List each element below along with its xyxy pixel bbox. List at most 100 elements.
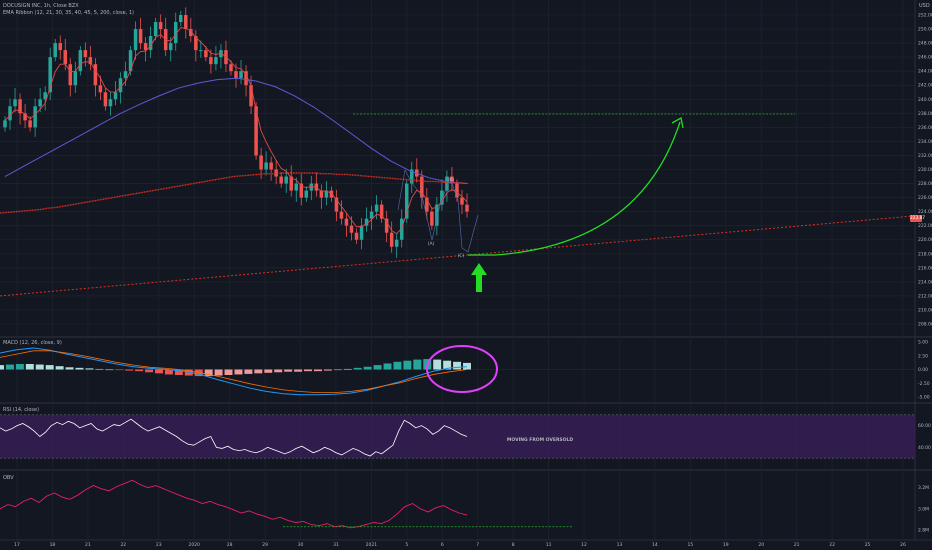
rsi-y-tick: 40.00: [918, 445, 931, 451]
x-tick-label: 22: [120, 542, 126, 548]
x-tick-label: 12: [581, 542, 587, 548]
x-tick-label: 17: [14, 542, 20, 548]
ema-ribbon-legend[interactable]: EMA Ribbon (12, 21, 30, 35, 40, 45, 5, 2…: [3, 10, 134, 16]
macd-histogram-bar: [274, 369, 283, 373]
candle-body: [189, 29, 193, 37]
wave-label-b: (B): [448, 177, 455, 183]
ema-200-line: [0, 172, 468, 214]
candle-body: [148, 36, 153, 51]
candle-body: [58, 43, 62, 51]
candle-body: [143, 43, 148, 51]
candle-body: [410, 169, 414, 184]
macd-histogram-bar: [95, 368, 104, 370]
candle-body: [88, 57, 93, 65]
candle-body: [234, 71, 238, 79]
candle-body: [8, 106, 12, 121]
last-price-badge: 223.87: [910, 215, 926, 222]
x-tick-label: 14: [652, 542, 658, 548]
candle-body: [103, 92, 108, 107]
candle-body: [128, 50, 133, 72]
macd-histogram-bar: [264, 369, 273, 373]
y-tick-label: 222.00: [918, 223, 932, 229]
candle-body: [329, 190, 334, 198]
candle-body: [264, 162, 268, 170]
candle-body: [13, 99, 17, 107]
y-tick-label: 234.00: [918, 139, 932, 145]
y-tick-label: 212.00: [918, 293, 932, 299]
obv-label[interactable]: OBV: [3, 475, 14, 481]
macd-histogram-bar: [234, 369, 243, 375]
candle-body: [184, 15, 188, 30]
y-tick-label: 244.00: [918, 69, 932, 75]
macd-histogram-bar: [463, 362, 471, 370]
candle-body: [108, 99, 113, 107]
candle-body: [254, 106, 258, 156]
macd-label[interactable]: MACD (12, 26, close, 9): [3, 340, 62, 346]
candle-body: [204, 50, 208, 58]
y-tick-label: 252.00: [918, 13, 932, 19]
y-tick-label: 248.00: [918, 41, 932, 47]
macd-histogram-bar: [383, 363, 392, 370]
candle-body: [83, 50, 88, 58]
macd-histogram-bar: [164, 369, 173, 375]
candle-body: [123, 71, 128, 79]
candle-body: [349, 225, 354, 233]
candle-body: [374, 204, 379, 212]
x-tick-label: 20: [758, 542, 764, 548]
x-tick-label: 5: [405, 542, 408, 548]
x-tick-label: 21: [85, 542, 91, 548]
y-tick-label: 232.00: [918, 153, 932, 159]
candle-body: [179, 15, 183, 23]
macd-histogram-bar: [15, 364, 24, 370]
macd-histogram-bar: [45, 365, 54, 370]
candle-body: [279, 176, 283, 184]
x-tick-label: 2020: [188, 542, 200, 548]
macd-histogram-bar: [115, 369, 124, 371]
macd-y-tick: 2.50: [918, 353, 928, 359]
candle-body: [3, 120, 7, 128]
x-tick-label: 31: [333, 542, 339, 548]
candle-body: [314, 183, 319, 191]
x-tick-label: 13: [617, 542, 623, 548]
candle-body: [319, 190, 324, 198]
candle-body: [289, 176, 293, 191]
x-tick-label: 15: [687, 542, 693, 548]
macd-histogram-bar: [55, 366, 64, 370]
candle-body: [214, 57, 218, 65]
candle-body: [339, 211, 344, 219]
candle-body: [430, 211, 434, 226]
y-tick-label: 242.00: [918, 83, 932, 89]
macd-y-tick: 5.00: [918, 340, 928, 346]
candle-body: [98, 85, 103, 93]
symbol-legend[interactable]: DOCUSIGN INC, 1h, Close BZX: [3, 3, 79, 9]
candle-body: [394, 239, 399, 247]
macd-histogram-bar: [75, 367, 84, 370]
macd-line: [0, 347, 468, 396]
macd-histogram-bar: [35, 364, 44, 370]
candle-body: [259, 155, 263, 170]
candle-body: [168, 43, 173, 51]
y-tick-label: 238.00: [918, 111, 932, 117]
candle-body: [359, 225, 364, 240]
macd-y-tick: -2.50: [918, 381, 930, 387]
candle-body: [229, 64, 233, 72]
wave-label-a: (A): [428, 241, 435, 247]
x-tick-label: 11: [546, 542, 552, 548]
rsi-label[interactable]: RSI (14, close): [3, 407, 40, 413]
macd-histogram-bar: [284, 369, 293, 372]
y-tick-label: 216.00: [918, 265, 932, 271]
ema-mid-line: [4, 77, 469, 185]
candle-body: [43, 92, 47, 100]
x-tick-label: 28: [227, 542, 233, 548]
obv-y-tick: 3.0M: [918, 506, 929, 512]
candle-body: [445, 176, 449, 191]
y-tick-label: 214.00: [918, 279, 932, 285]
macd-histogram-bar: [204, 369, 213, 377]
macd-histogram-bar: [214, 369, 223, 376]
candle-body: [465, 204, 469, 212]
macd-histogram-bar: [105, 369, 114, 371]
y-tick-label: 250.00: [918, 27, 932, 33]
candle-body: [384, 218, 389, 233]
